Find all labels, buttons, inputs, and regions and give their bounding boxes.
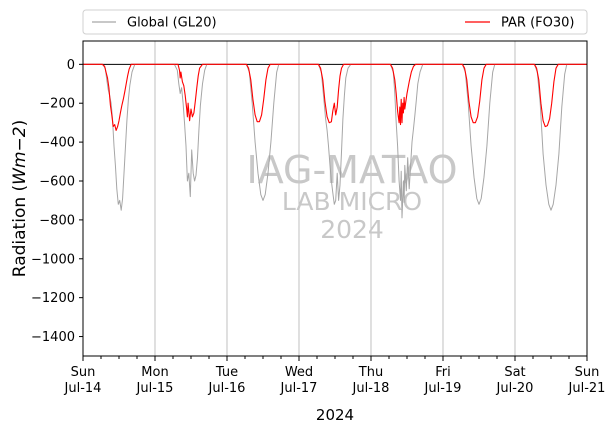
x-tick-date: Jul-15 <box>136 381 174 396</box>
x-tick-day: Mon <box>141 365 168 380</box>
legend-label-par: PAR (FO30) <box>501 16 574 31</box>
y-label-math: Wm−2 <box>10 126 30 184</box>
series-layer <box>83 63 587 219</box>
x-tick-date: Jul-16 <box>208 381 246 396</box>
legend: Global (GL20) PAR (FO30) <box>82 9 588 35</box>
x-axis-label: 2024 <box>316 406 354 424</box>
y-axis-label: Radiation (Wm−2) <box>10 120 30 277</box>
legend-label-global: Global (GL20) <box>127 16 217 31</box>
x-tick-date: Jul-14 <box>64 381 102 396</box>
x-axis-ticks: SunJul-14MonJul-15TueJul-16WedJul-17ThuJ… <box>64 356 606 396</box>
x-tick-day: Tue <box>215 365 238 380</box>
x-tick-date: Jul-18 <box>352 381 390 396</box>
grid-lines <box>154 41 516 356</box>
series-line-1 <box>83 63 587 131</box>
y-tick-label: −800 <box>39 213 75 228</box>
y-tick-label: −1400 <box>31 330 75 345</box>
x-tick-day: Sat <box>504 365 525 380</box>
x-tick-day: Sun <box>71 365 96 380</box>
x-tick-date: Jul-20 <box>496 381 534 396</box>
watermark-line-1: IAG-MATAO <box>246 148 457 192</box>
legend-box <box>82 9 588 35</box>
watermark-line-2: LAB MICRO <box>282 187 422 216</box>
x-tick-date: Jul-19 <box>424 381 462 396</box>
x-tick-day: Sun <box>575 365 600 380</box>
watermark: IAG-MATAO LAB MICRO 2024 <box>246 148 457 244</box>
y-tick-label: −600 <box>39 175 75 190</box>
y-label-prefix: Radiation ( <box>10 185 30 277</box>
y-tick-label: −200 <box>39 97 75 112</box>
x-tick-day: Fri <box>435 365 451 380</box>
x-tick-date: Jul-17 <box>280 381 318 396</box>
y-tick-label: 0 <box>67 58 75 73</box>
x-tick-day: Wed <box>285 365 313 380</box>
y-axis-ticks: 0 −200 −400 −600 −800 −1000 −1200 −1400 <box>31 58 83 345</box>
x-tick-day: Thu <box>358 365 383 380</box>
y-label-suffix: ) <box>10 120 30 127</box>
watermark-line-3: 2024 <box>320 215 384 244</box>
y-tick-label: −1200 <box>31 291 75 306</box>
x-tick-date: Jul-21 <box>568 381 606 396</box>
y-tick-label: −1000 <box>31 252 75 267</box>
y-tick-label: −400 <box>39 136 75 151</box>
